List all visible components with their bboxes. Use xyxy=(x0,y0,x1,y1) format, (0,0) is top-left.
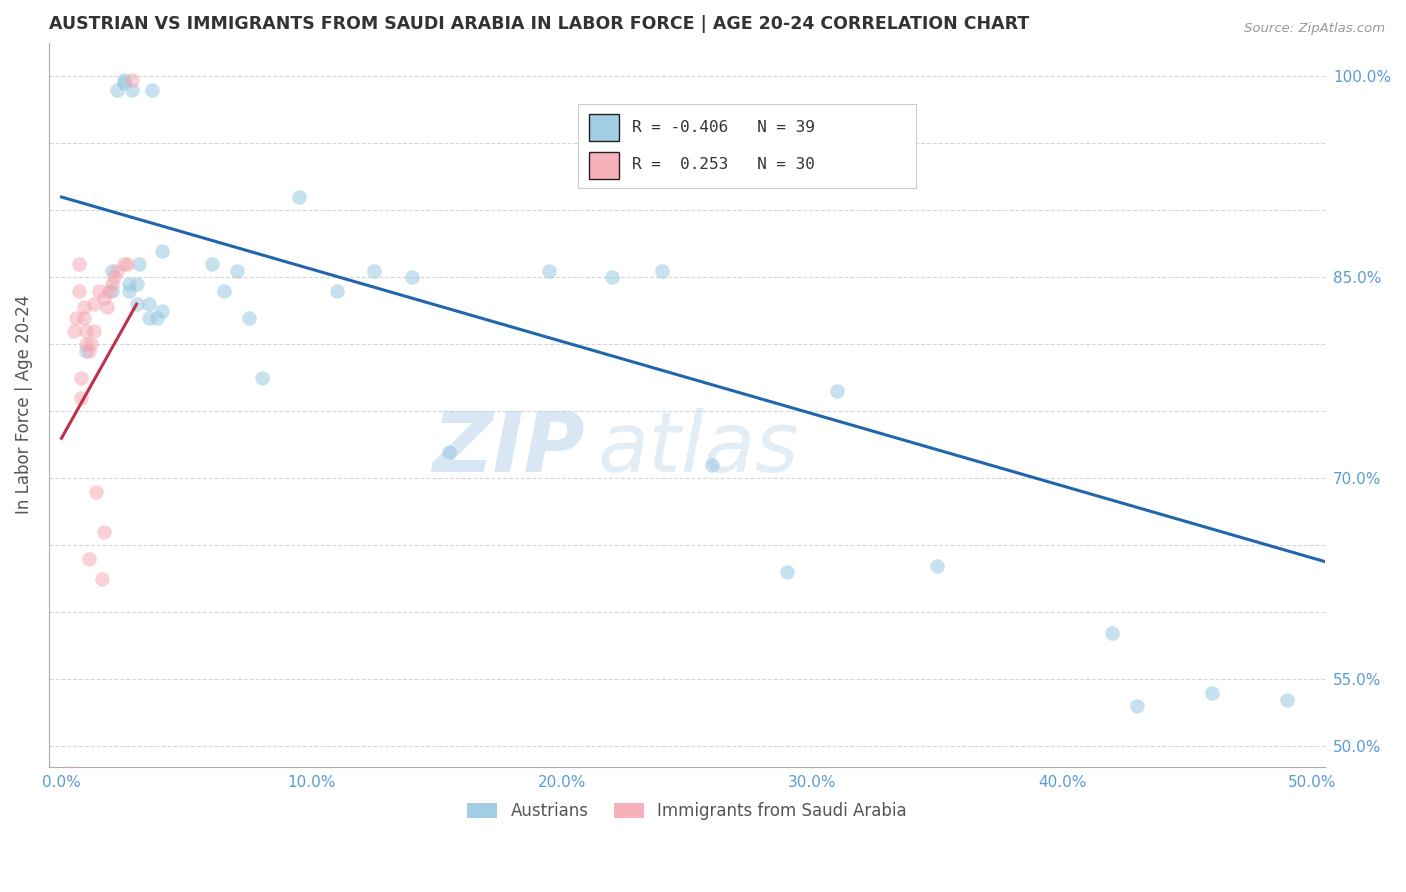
Point xyxy=(83,324,105,338)
Point xyxy=(121,83,143,97)
Point xyxy=(93,291,115,305)
Point xyxy=(100,284,122,298)
Point xyxy=(112,76,135,90)
Point xyxy=(118,284,141,298)
Point xyxy=(401,270,423,285)
Point xyxy=(1275,692,1298,706)
Point xyxy=(76,344,98,359)
Point xyxy=(73,310,96,325)
Point xyxy=(103,270,125,285)
Point xyxy=(288,190,311,204)
Point xyxy=(118,277,141,292)
Point xyxy=(363,263,385,277)
Point xyxy=(212,284,235,298)
Point xyxy=(105,263,128,277)
Point xyxy=(225,263,247,277)
Point xyxy=(1126,699,1149,714)
Text: Source: ZipAtlas.com: Source: ZipAtlas.com xyxy=(1244,22,1385,36)
Point xyxy=(121,73,143,87)
Point xyxy=(200,257,222,271)
Point xyxy=(73,300,96,314)
Point xyxy=(83,297,105,311)
Legend: Austrians, Immigrants from Saudi Arabia: Austrians, Immigrants from Saudi Arabia xyxy=(461,796,912,827)
Point xyxy=(128,257,150,271)
Point xyxy=(112,257,135,271)
Point xyxy=(67,257,90,271)
Point xyxy=(70,391,93,405)
Point xyxy=(1201,686,1223,700)
Text: AUSTRIAN VS IMMIGRANTS FROM SAUDI ARABIA IN LABOR FORCE | AGE 20-24 CORRELATION : AUSTRIAN VS IMMIGRANTS FROM SAUDI ARABIA… xyxy=(49,15,1029,33)
Text: atlas: atlas xyxy=(598,408,799,489)
Point xyxy=(87,284,110,298)
Point xyxy=(600,270,623,285)
Point xyxy=(1101,625,1123,640)
Point xyxy=(70,371,93,385)
Point xyxy=(105,83,128,97)
Point xyxy=(112,73,135,87)
Point xyxy=(80,337,103,351)
Point xyxy=(145,310,167,325)
Point xyxy=(150,244,173,258)
Point xyxy=(93,524,115,539)
Point xyxy=(77,344,100,359)
Point xyxy=(58,777,80,791)
Point xyxy=(238,310,260,325)
Point xyxy=(98,284,121,298)
Point xyxy=(96,300,118,314)
Point xyxy=(76,324,98,338)
Point xyxy=(65,310,87,325)
Point xyxy=(138,310,160,325)
Point xyxy=(77,552,100,566)
Point xyxy=(90,572,112,586)
Point xyxy=(100,263,122,277)
Point xyxy=(60,766,83,780)
Point xyxy=(125,297,148,311)
Point xyxy=(141,83,163,97)
Point xyxy=(437,444,460,458)
Point xyxy=(651,263,673,277)
Text: ZIP: ZIP xyxy=(432,408,585,489)
Point xyxy=(67,284,90,298)
Point xyxy=(776,566,799,580)
Point xyxy=(250,371,273,385)
Point xyxy=(325,284,347,298)
Point xyxy=(115,257,138,271)
Point xyxy=(150,304,173,318)
Y-axis label: In Labor Force | Age 20-24: In Labor Force | Age 20-24 xyxy=(15,295,32,515)
Point xyxy=(700,458,723,472)
Point xyxy=(538,263,561,277)
Point xyxy=(63,324,86,338)
Point xyxy=(825,384,848,399)
Point xyxy=(125,277,148,292)
Point xyxy=(100,277,122,292)
Point xyxy=(76,337,98,351)
Point xyxy=(138,297,160,311)
Point xyxy=(86,484,108,499)
Point xyxy=(925,558,948,573)
